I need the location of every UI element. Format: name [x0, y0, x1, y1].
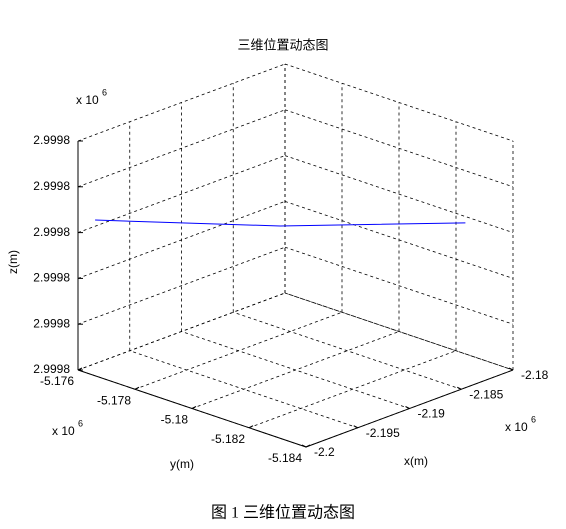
z-tick-label: 2.9998 [33, 179, 70, 193]
x-tick-label: -2.2 [314, 445, 335, 459]
tick-mark [134, 386, 140, 390]
grid-line [77, 292, 286, 371]
grid-line [77, 201, 286, 279]
tick-mark [248, 425, 254, 429]
y-tick-label: -5.182 [211, 432, 245, 446]
tick-mark [301, 444, 307, 448]
y-axis-label: y(m) [170, 457, 194, 471]
z-tick-label: 2.9998 [33, 271, 70, 285]
grid-line [284, 292, 514, 371]
tick-mark [353, 425, 358, 429]
tick-mark [305, 444, 311, 448]
z-scale: x 10 [76, 93, 99, 107]
grid-line [77, 246, 286, 325]
y-tick-label: -5.178 [97, 393, 131, 407]
z-axis-label: z(m) [6, 250, 20, 274]
grid-line [284, 155, 514, 233]
x-axis-label: x(m) [404, 454, 428, 468]
grid-line [134, 311, 343, 390]
grid-line [233, 311, 462, 390]
y-tick-label: -5.18 [161, 413, 189, 427]
tick-mark [191, 406, 197, 409]
z-scale-exp: 6 [102, 87, 107, 97]
y-tick-label: -5.176 [40, 374, 74, 388]
grid-line [248, 350, 457, 429]
data-line [95, 219, 466, 227]
tick-mark [508, 367, 514, 371]
grid-line [284, 63, 514, 142]
grid-line [284, 246, 514, 325]
z-tick-label: 2.9998 [33, 362, 70, 376]
x-tick-label: -2.19 [418, 407, 446, 421]
tick-mark [405, 406, 410, 409]
grid-line [284, 201, 514, 279]
z-tick-label: 2.9998 [33, 316, 70, 330]
x-tick-label: -2.18 [521, 368, 549, 382]
x-tick-label: -2.195 [366, 426, 400, 440]
z-tick-label: 2.9998 [33, 133, 70, 147]
grid-line [77, 155, 286, 233]
y-scale-exp: 6 [78, 418, 83, 428]
caption: 图 1 三维位置动态图 [211, 504, 355, 522]
x-tick-label: -2.185 [469, 387, 503, 401]
z-tick-label: 2.9998 [33, 225, 70, 239]
tick-mark [457, 386, 462, 390]
grid-line [191, 331, 400, 409]
tick-mark [77, 367, 83, 371]
chart-title: 三维位置动态图 [237, 37, 328, 52]
y-tick-label: -5.184 [268, 451, 302, 465]
grid-line [77, 63, 286, 142]
x-scale-exp: 6 [531, 414, 536, 424]
grid-line [284, 109, 514, 188]
y-scale: x 10 [52, 424, 75, 438]
grid-line [77, 109, 286, 188]
x-scale: x 10 [505, 420, 528, 434]
